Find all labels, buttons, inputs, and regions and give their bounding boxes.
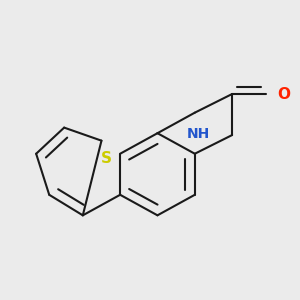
- Text: S: S: [100, 151, 112, 166]
- Text: O: O: [277, 86, 290, 101]
- Text: NH: NH: [187, 127, 210, 141]
